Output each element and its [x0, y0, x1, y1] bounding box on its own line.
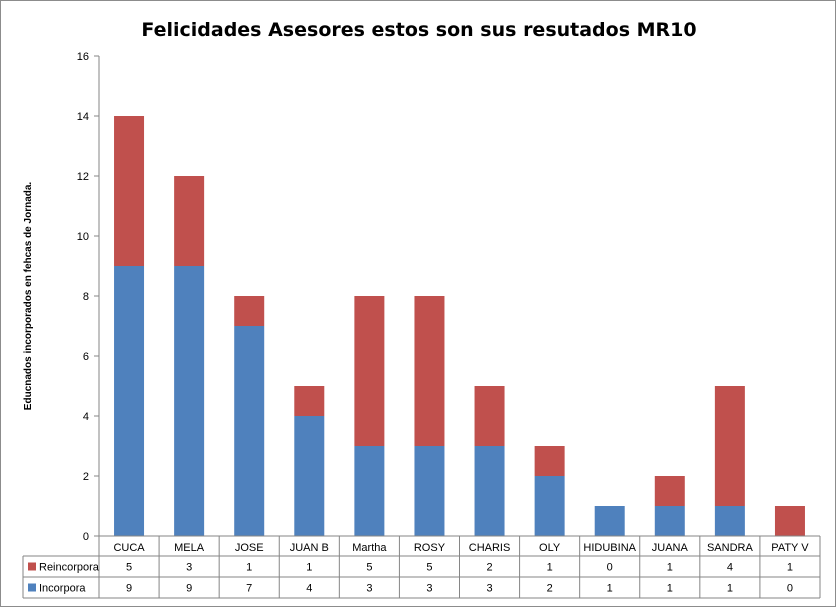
bar: [414, 446, 445, 536]
legend-label: Incorpora: [39, 583, 86, 595]
x-tick-label: ROSY: [414, 542, 446, 554]
data-label: 5: [366, 562, 372, 574]
data-label: 9: [186, 583, 192, 595]
data-label: 0: [787, 583, 793, 595]
y-tick-label: 12: [77, 171, 89, 183]
bar: [414, 296, 445, 446]
x-tick-label: OLY: [539, 542, 561, 554]
bar: [654, 506, 685, 536]
bar: [774, 506, 805, 536]
data-label: 1: [667, 562, 673, 574]
data-label: 7: [246, 583, 252, 595]
data-label: 5: [126, 562, 132, 574]
bar: [294, 386, 325, 416]
y-tick-label: 6: [83, 351, 89, 363]
bars-layer: [114, 116, 805, 536]
x-tick-label: CUCA: [113, 542, 145, 554]
bar: [234, 326, 265, 536]
axis-layer: 0 2 4 6 8 10 12 14 16: [77, 51, 100, 543]
legend-swatch: [28, 562, 36, 571]
data-label: 1: [547, 562, 553, 574]
data-label: 4: [306, 583, 312, 595]
data-table: CUCA MELA JOSE JUAN B Martha ROSY CHARIS OLY HID…: [22, 535, 821, 599]
bar: [354, 446, 385, 536]
data-label: 1: [727, 583, 733, 595]
chart-title: Felicidades Asesores estos son sus resut…: [141, 19, 696, 41]
data-label: 1: [246, 562, 252, 574]
bar: [114, 116, 145, 266]
y-tick-label: 16: [77, 51, 89, 63]
bar: [234, 296, 265, 326]
legend-label: Reincorpora: [39, 562, 100, 574]
y-tick-label: 0: [83, 531, 89, 543]
data-label: 2: [547, 583, 553, 595]
data-label: 1: [607, 583, 613, 595]
bar: [714, 386, 745, 506]
bar: [714, 506, 745, 536]
bar: [114, 266, 145, 536]
y-tick-label: 8: [83, 291, 89, 303]
data-label: 3: [186, 562, 192, 574]
x-tick-label: Martha: [352, 542, 387, 554]
bar: [174, 176, 205, 266]
bar: [654, 476, 685, 506]
bar: [474, 446, 505, 536]
y-tick-label: 2: [83, 471, 89, 483]
data-label: 5: [426, 562, 432, 574]
x-tick-label: CHARIS: [469, 542, 511, 554]
x-tick-label: JOSE: [235, 542, 264, 554]
bar: [474, 386, 505, 446]
bar: [534, 446, 565, 476]
bar: [294, 416, 325, 536]
y-tick-label: 4: [83, 411, 89, 423]
x-tick-label: HIDUBINA: [583, 542, 636, 554]
x-tick-label: JUAN B: [290, 542, 329, 554]
data-label: 9: [126, 583, 132, 595]
data-label: 4: [727, 562, 733, 574]
x-tick-label: SANDRA: [707, 542, 754, 554]
bar: [354, 296, 385, 446]
y-axis-label: Educnados incorporados en fehcas de Jorn…: [23, 182, 34, 411]
data-label: 3: [426, 583, 432, 595]
legend-swatch: [28, 583, 36, 592]
y-tick-label: 10: [77, 231, 89, 243]
data-label: 0: [607, 562, 613, 574]
data-label: 2: [486, 562, 492, 574]
x-tick-label: PATY V: [771, 542, 809, 554]
x-tick-label: JUANA: [652, 542, 689, 554]
y-tick-label: 14: [77, 111, 89, 123]
data-label: 1: [787, 562, 793, 574]
bar: [174, 266, 205, 536]
data-label: 3: [366, 583, 372, 595]
data-label: 1: [306, 562, 312, 574]
x-tick-label: MELA: [174, 542, 205, 554]
data-label: 3: [486, 583, 492, 595]
data-label: 1: [667, 583, 673, 595]
bar: [594, 506, 625, 536]
bar: [534, 476, 565, 536]
